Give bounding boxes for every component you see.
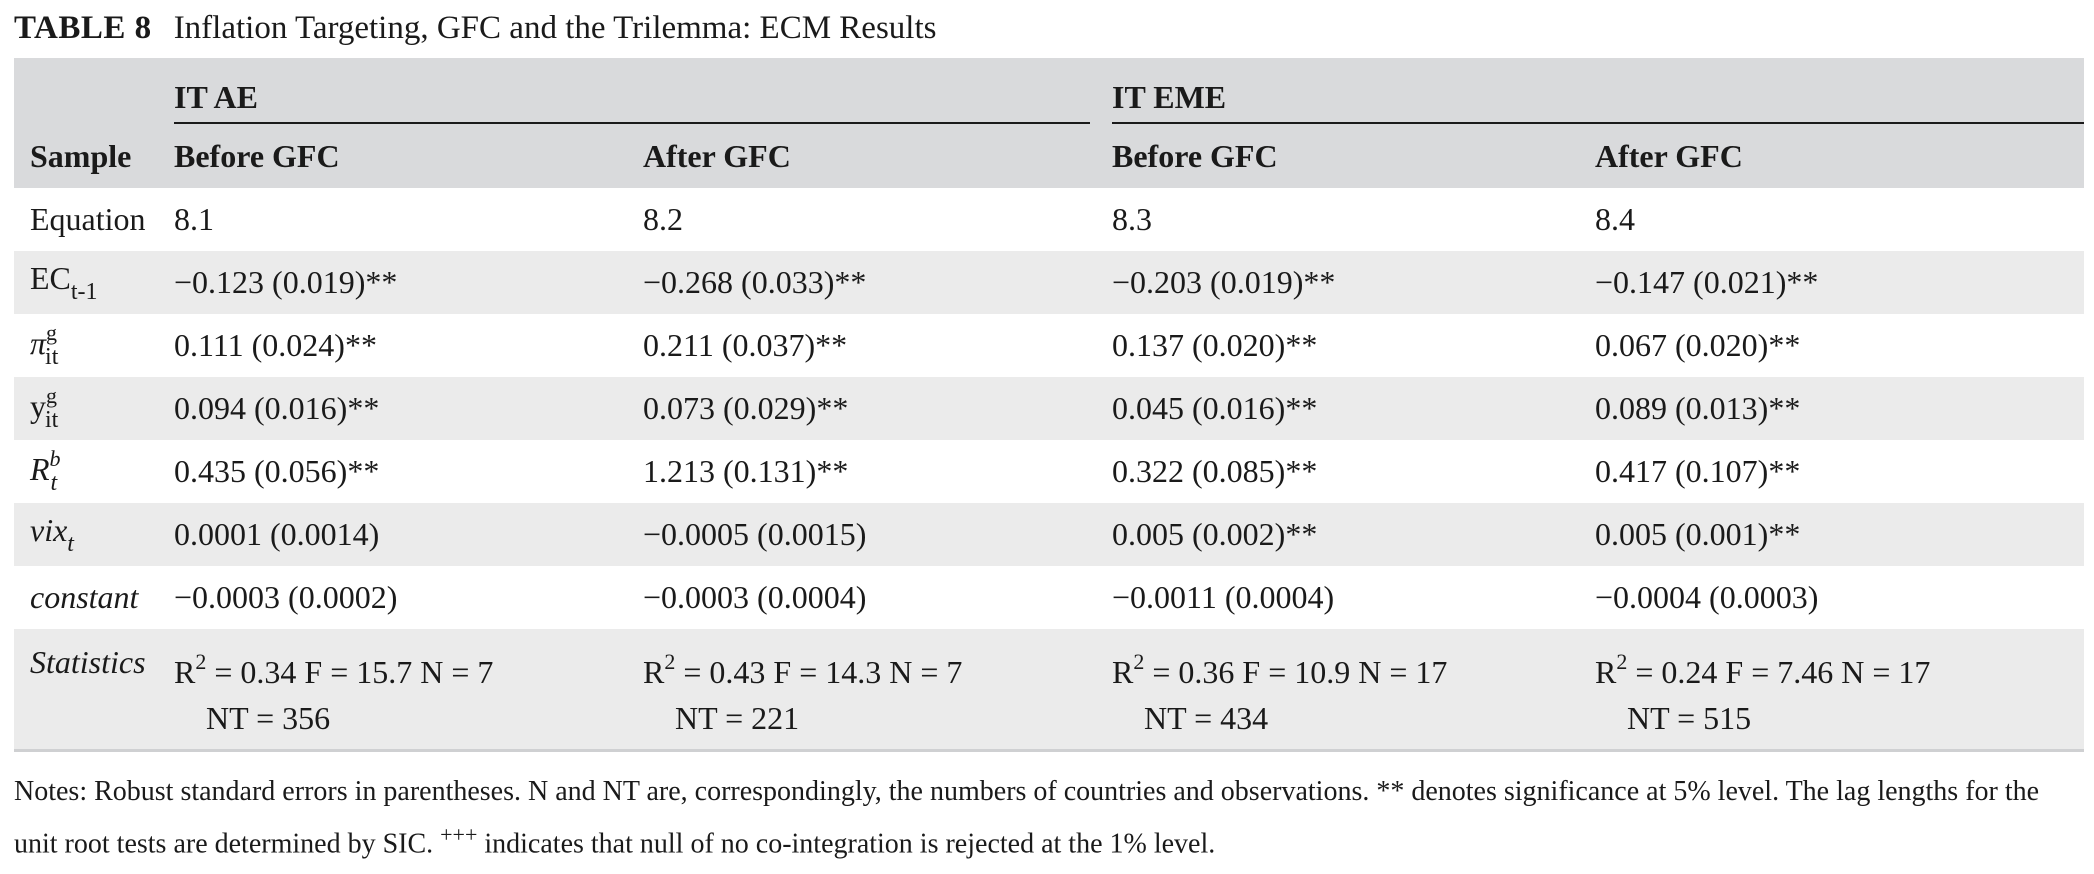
table-cell: −0.123 (0.019)**: [174, 251, 643, 314]
table-cell: −0.0011 (0.0004): [1112, 579, 1335, 615]
results-table: IT AE IT EME Sample Before GFC After GFC…: [14, 58, 2085, 749]
table-cell: 8.4: [1595, 201, 1635, 237]
header-column-row: Sample Before GFC After GFC Before GFC A…: [14, 124, 2085, 188]
table-cell: 0.094 (0.016)**: [174, 377, 643, 440]
table-cell: 1.213 (0.131)**: [643, 453, 849, 489]
table-cell: 0.322 (0.085)**: [1112, 453, 1318, 489]
table-cell: 0.435 (0.056)**: [174, 453, 380, 489]
table-row: ygit 0.094 (0.016)** 0.073 (0.029)** 0.0…: [14, 377, 2085, 440]
row-label: constant: [30, 579, 139, 615]
stats-cell: R2 = 0.24 F = 7.46 N = 17 NT = 515: [1595, 629, 2085, 749]
table-cell: −0.147 (0.021)**: [1595, 251, 2085, 314]
table-cell: 0.005 (0.001)**: [1595, 503, 2085, 566]
row-label: Equation: [30, 201, 146, 237]
table-cell: −0.0005 (0.0015): [643, 503, 1112, 566]
table-cell: 0.0001 (0.0014): [174, 503, 643, 566]
row-label: Statistics: [14, 629, 174, 749]
table-cell: 0.111 (0.024)**: [174, 327, 377, 363]
stats-cell: R2 = 0.36 F = 10.9 N = 17 NT = 434: [1112, 629, 1595, 749]
table-row: vixt 0.0001 (0.0014) −0.0005 (0.0015) 0.…: [14, 503, 2085, 566]
table-bottom-rule: [14, 749, 2084, 752]
table-cell: 0.089 (0.013)**: [1595, 377, 2085, 440]
column-header: Before GFC: [174, 124, 643, 188]
header-group-row: IT AE IT EME: [14, 58, 2085, 124]
stats-cell: R2 = 0.43 F = 14.3 N = 7 NT = 221: [643, 629, 1112, 749]
table-cell: 0.137 (0.020)**: [1112, 327, 1318, 363]
table-cell: 0.211 (0.037)**: [643, 327, 848, 363]
row-label: πgit: [30, 320, 59, 370]
table-cell: 8.2: [643, 201, 683, 237]
table-cell: 0.045 (0.016)**: [1112, 377, 1595, 440]
stats-cell: R2 = 0.34 F = 15.7 N = 7 NT = 356: [174, 629, 643, 749]
sample-header: Sample: [14, 124, 174, 188]
group-header-it-ae: IT AE: [174, 79, 1090, 124]
table-cell: 0.073 (0.029)**: [643, 377, 1112, 440]
table-row: Rbt 0.435 (0.056)** 1.213 (0.131)** 0.32…: [14, 440, 2084, 503]
table-figure: TABLE 8 Inflation Targeting, GFC and the …: [14, 0, 2085, 865]
table-cell: −0.0003 (0.0004): [643, 579, 867, 615]
statistics-row: Statistics R2 = 0.34 F = 15.7 N = 7 NT = …: [14, 629, 2085, 749]
table-row: constant −0.0003 (0.0002) −0.0003 (0.000…: [14, 566, 2084, 629]
row-label: Rbt: [30, 446, 61, 496]
table-row: ECt-1 −0.123 (0.019)** −0.268 (0.033)** …: [14, 251, 2085, 314]
table-title: Inflation Targeting, GFC and the Trilemm…: [173, 10, 937, 46]
table-caption: TABLE 8 Inflation Targeting, GFC and the …: [14, 0, 2084, 58]
table-cell: 8.3: [1112, 201, 1152, 237]
table-label: TABLE 8: [14, 10, 152, 46]
table-cell: 8.1: [174, 201, 214, 237]
group-header-it-eme: IT EME: [1112, 79, 2085, 124]
row-label: ECt-1: [14, 251, 174, 314]
column-header: Before GFC: [1112, 124, 1595, 188]
column-header: After GFC: [1595, 124, 2085, 188]
table-cell: 0.067 (0.020)**: [1595, 327, 1801, 363]
table-notes: Notes: Robust standard errors in parenth…: [14, 776, 2040, 860]
table-cell: −0.203 (0.019)**: [1112, 251, 1595, 314]
table-cell: 0.417 (0.107)**: [1595, 453, 1801, 489]
table-cell: −0.0004 (0.0003): [1595, 579, 1819, 615]
table-cell: −0.268 (0.033)**: [643, 251, 1112, 314]
table-row: πgit 0.111 (0.024)** 0.211 (0.037)** 0.1…: [14, 314, 2084, 377]
column-header: After GFC: [643, 124, 1112, 188]
row-label: ygit: [14, 377, 174, 440]
table-cell: −0.0003 (0.0002): [174, 579, 398, 615]
table-row: Equation 8.1 8.2 8.3 8.4: [14, 188, 2084, 251]
table-cell: 0.005 (0.002)**: [1112, 503, 1595, 566]
row-label: vixt: [14, 503, 174, 566]
